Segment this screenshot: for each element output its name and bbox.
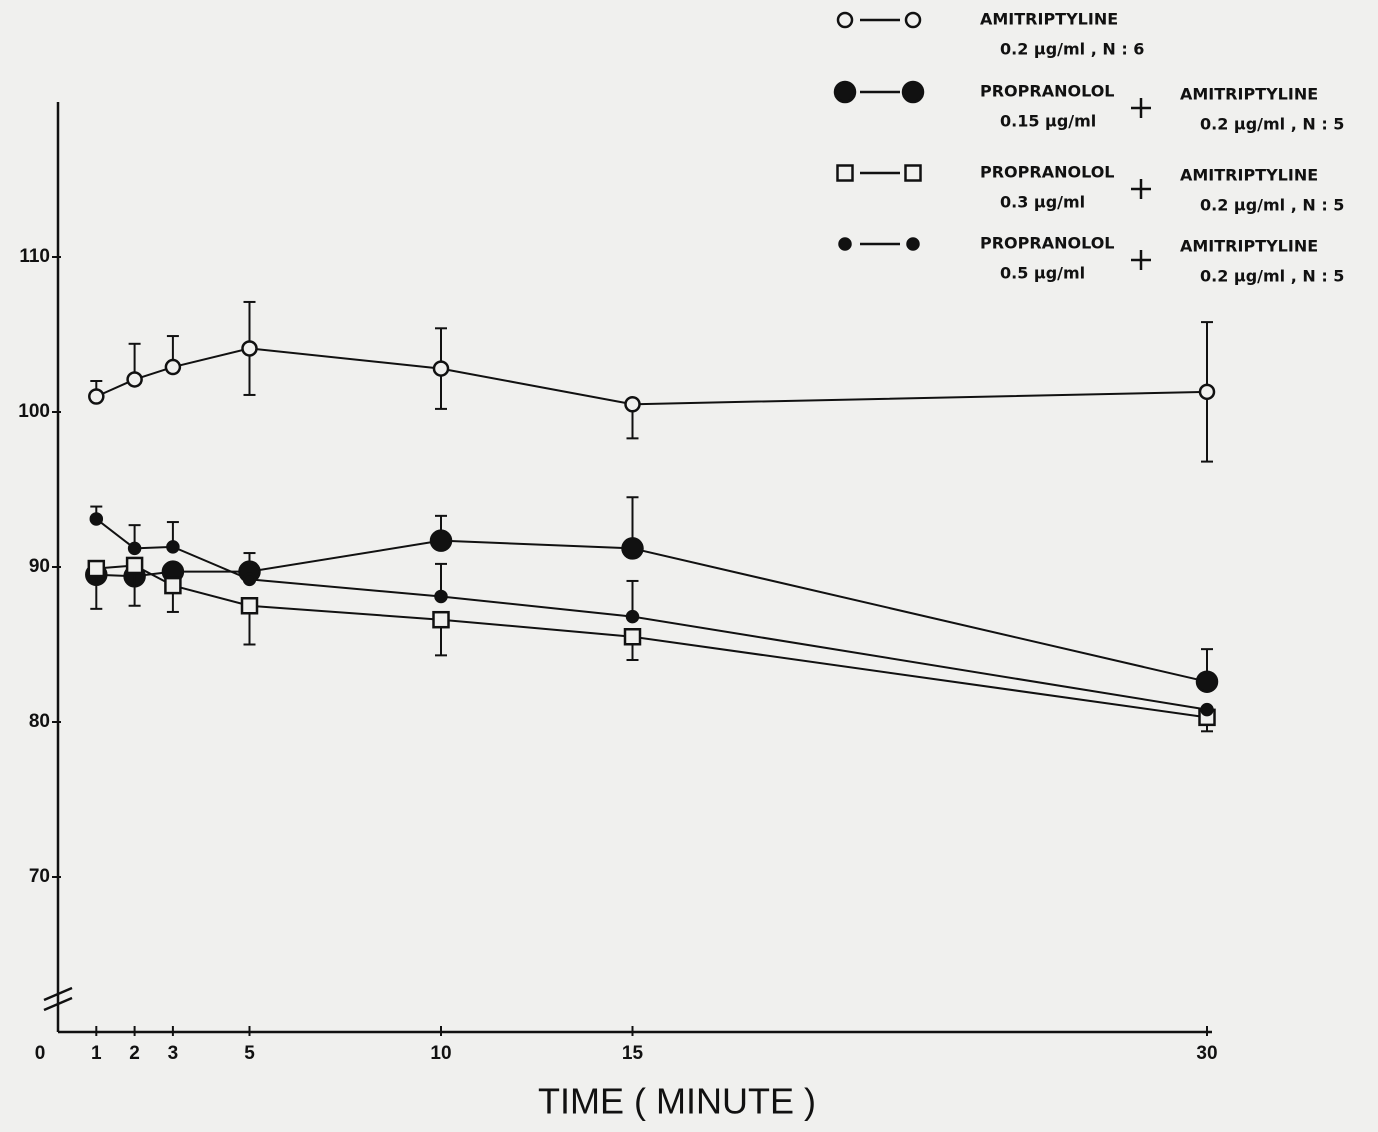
x-axis-label: TIME ( MINUTE ) xyxy=(538,1081,816,1122)
marker xyxy=(626,397,640,411)
page: {"chart_data": {"type": "line", "x_label… xyxy=(0,0,1378,1132)
marker xyxy=(244,574,255,585)
marker xyxy=(127,558,142,573)
marker xyxy=(431,531,451,551)
y-tick-label: 70 xyxy=(29,866,50,887)
x-tick-label: 10 xyxy=(430,1043,451,1064)
y-tick-label: 80 xyxy=(29,711,50,732)
legend-item: PROPRANOLOL 0.15 μg/ml AMITRIPTYLINE 0.2 μg… xyxy=(835,82,1344,134)
x-tick-label: 5 xyxy=(244,1043,255,1064)
x-tick-label: 3 xyxy=(168,1043,179,1064)
marker xyxy=(434,362,448,376)
marker xyxy=(91,513,102,524)
marker xyxy=(835,82,855,102)
series-line xyxy=(96,348,1207,404)
legend-text: AMITRIPTYLINE xyxy=(1180,237,1318,256)
x-tick-label: 1 xyxy=(91,1043,102,1064)
legend-item: PROPRANOLOL 0.5 μg/ml AMITRIPTYLINE 0.2 μg/… xyxy=(840,234,1345,286)
marker xyxy=(838,166,853,181)
legend-text: 0.2 μg/ml , N : 5 xyxy=(1200,267,1344,286)
marker xyxy=(128,372,142,386)
marker xyxy=(627,611,638,622)
legend-text: 0.2 μg/ml , N : 5 xyxy=(1200,196,1344,215)
marker xyxy=(166,360,180,374)
legend-text: 0.2 μg/ml , N : 5 xyxy=(1200,115,1344,134)
marker xyxy=(906,166,921,181)
marker xyxy=(243,341,257,355)
x-tick-label: 15 xyxy=(622,1043,644,1064)
legend-text: 0.15 μg/ml xyxy=(1000,112,1096,131)
marker xyxy=(840,239,851,250)
marker xyxy=(129,543,140,554)
marker xyxy=(838,13,852,27)
marker xyxy=(89,390,103,404)
marker xyxy=(242,598,257,613)
legend-text: AMITRIPTYLINE xyxy=(1180,85,1318,104)
legend-text: PROPRANOLOL xyxy=(980,82,1115,101)
marker xyxy=(906,13,920,27)
series-line xyxy=(96,565,1207,717)
y-tick-label: 100 xyxy=(18,401,50,422)
legend-item: AMITRIPTYLINE 0.2 μg/ml , N : 6 xyxy=(838,10,1144,59)
marker xyxy=(436,591,447,602)
marker xyxy=(1197,672,1217,692)
legend-text: 0.3 μg/ml xyxy=(1000,193,1085,212)
legend-text: AMITRIPTYLINE xyxy=(980,10,1118,29)
legend-text: AMITRIPTYLINE xyxy=(1180,166,1318,185)
legend-item: PROPRANOLOL 0.3 μg/ml AMITRIPTYLINE 0.2 μg/… xyxy=(838,163,1345,215)
series-line xyxy=(96,541,1207,682)
legend-text: 0.5 μg/ml xyxy=(1000,264,1085,283)
legend-text: PROPRANOLOL xyxy=(980,234,1115,253)
y-tick-label: 110 xyxy=(19,246,50,267)
y-tick-label: 90 xyxy=(29,556,50,577)
marker xyxy=(434,612,449,627)
marker xyxy=(908,239,919,250)
marker xyxy=(625,629,640,644)
marker xyxy=(1202,704,1213,715)
marker xyxy=(167,541,178,552)
chart: TIME ( MINUTE ) 70 80 90 100 110 0 1 2 3 5 10 15 30 A… xyxy=(0,0,1378,1132)
marker xyxy=(903,82,923,102)
marker xyxy=(89,561,104,576)
legend-text: PROPRANOLOL xyxy=(980,163,1115,182)
x-tick-label: 0 xyxy=(35,1043,46,1064)
marker xyxy=(1200,385,1214,399)
legend-text: 0.2 μg/ml , N : 6 xyxy=(1000,40,1144,59)
x-tick-label: 2 xyxy=(129,1043,140,1064)
marker xyxy=(165,578,180,593)
x-tick-label: 30 xyxy=(1196,1043,1217,1064)
series-line xyxy=(96,519,1207,710)
marker xyxy=(623,538,643,558)
